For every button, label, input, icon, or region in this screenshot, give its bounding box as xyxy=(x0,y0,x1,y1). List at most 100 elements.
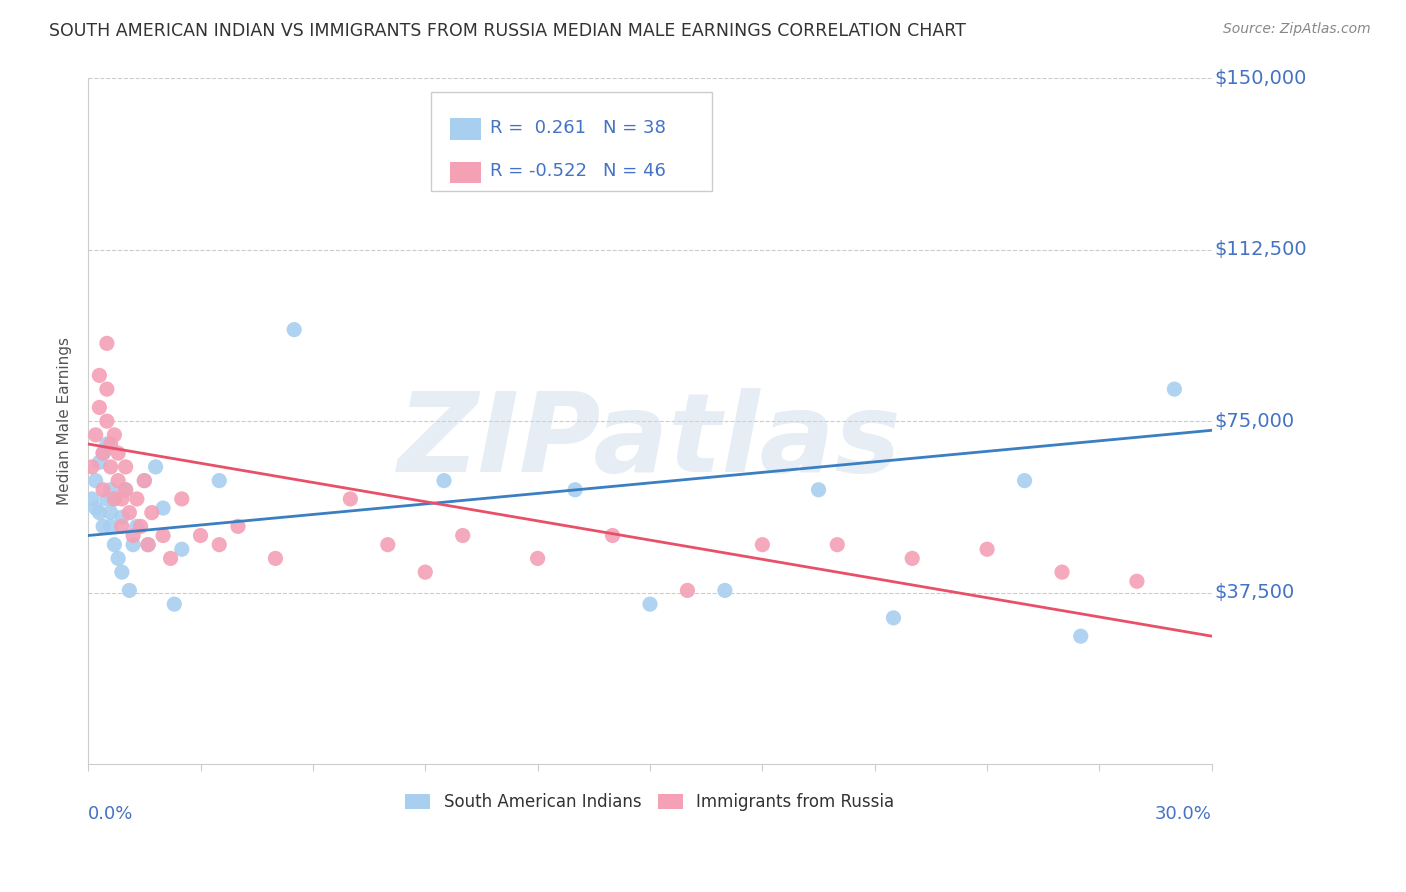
Point xyxy=(602,528,624,542)
Text: N = 46: N = 46 xyxy=(603,162,665,180)
Text: $112,500: $112,500 xyxy=(1215,240,1306,259)
Text: R =  0.261: R = 0.261 xyxy=(491,119,586,136)
Point xyxy=(103,538,125,552)
Point xyxy=(136,538,159,552)
Point xyxy=(134,474,156,488)
Point xyxy=(84,501,107,516)
Point xyxy=(96,414,118,428)
Point xyxy=(114,483,136,497)
Text: $150,000: $150,000 xyxy=(1215,69,1306,87)
Point xyxy=(170,491,193,506)
Point xyxy=(114,483,136,497)
Point xyxy=(96,437,118,451)
Point xyxy=(89,368,111,383)
Point xyxy=(122,528,145,542)
Point xyxy=(564,483,586,497)
Text: SOUTH AMERICAN INDIAN VS IMMIGRANTS FROM RUSSIA MEDIAN MALE EARNINGS CORRELATION: SOUTH AMERICAN INDIAN VS IMMIGRANTS FROM… xyxy=(49,22,966,40)
Point xyxy=(1126,574,1149,589)
Point xyxy=(827,538,849,552)
Text: Source: ZipAtlas.com: Source: ZipAtlas.com xyxy=(1223,22,1371,37)
Point xyxy=(107,474,129,488)
Point xyxy=(100,506,122,520)
Point xyxy=(882,611,904,625)
Point xyxy=(89,401,111,415)
Point xyxy=(136,538,159,552)
Point xyxy=(111,510,134,524)
Point xyxy=(84,474,107,488)
Point xyxy=(125,519,148,533)
Point xyxy=(111,565,134,579)
Point xyxy=(264,551,287,566)
Point xyxy=(118,583,141,598)
Text: R = -0.522: R = -0.522 xyxy=(491,162,588,180)
Text: ZIPatlas: ZIPatlas xyxy=(398,388,901,495)
Point xyxy=(141,506,163,520)
Point xyxy=(96,382,118,396)
Point xyxy=(107,446,129,460)
Y-axis label: Median Male Earnings: Median Male Earnings xyxy=(58,337,72,505)
Point xyxy=(96,336,118,351)
Point xyxy=(283,323,305,337)
Point xyxy=(111,519,134,533)
Point xyxy=(163,597,186,611)
Point xyxy=(676,583,699,598)
Point xyxy=(91,446,114,460)
Point xyxy=(129,519,152,533)
Point xyxy=(190,528,212,542)
Point xyxy=(339,491,361,506)
Legend: South American Indians, Immigrants from Russia: South American Indians, Immigrants from … xyxy=(399,787,901,818)
Point xyxy=(159,551,181,566)
Point xyxy=(1163,382,1185,396)
Text: $37,500: $37,500 xyxy=(1215,583,1295,602)
Point xyxy=(100,459,122,474)
Point xyxy=(226,519,249,533)
Point xyxy=(208,538,231,552)
Point xyxy=(80,491,103,506)
Text: 0.0%: 0.0% xyxy=(89,805,134,823)
Point xyxy=(807,483,830,497)
Point xyxy=(152,501,174,516)
Point xyxy=(103,491,125,506)
Text: 30.0%: 30.0% xyxy=(1154,805,1212,823)
Point xyxy=(114,459,136,474)
Point xyxy=(413,565,436,579)
Point xyxy=(89,455,111,469)
Point xyxy=(526,551,548,566)
Point xyxy=(125,491,148,506)
Point xyxy=(91,483,114,497)
FancyBboxPatch shape xyxy=(450,118,481,140)
Point xyxy=(976,542,998,557)
Point xyxy=(170,542,193,557)
Text: N = 38: N = 38 xyxy=(603,119,665,136)
Point xyxy=(1050,565,1073,579)
Point xyxy=(100,437,122,451)
Point xyxy=(377,538,399,552)
Point xyxy=(751,538,773,552)
Point xyxy=(118,506,141,520)
Point xyxy=(714,583,737,598)
Point xyxy=(122,538,145,552)
Point xyxy=(451,528,474,542)
Text: $75,000: $75,000 xyxy=(1215,411,1294,431)
Point xyxy=(1014,474,1036,488)
Point xyxy=(152,528,174,542)
Point xyxy=(84,428,107,442)
Point xyxy=(111,491,134,506)
Point xyxy=(134,474,156,488)
Point xyxy=(901,551,924,566)
Point xyxy=(103,428,125,442)
Point xyxy=(91,519,114,533)
Point xyxy=(91,446,114,460)
Point xyxy=(96,491,118,506)
Point xyxy=(89,506,111,520)
Point xyxy=(107,551,129,566)
FancyBboxPatch shape xyxy=(450,161,481,184)
Point xyxy=(208,474,231,488)
Point xyxy=(433,474,456,488)
FancyBboxPatch shape xyxy=(430,92,711,191)
Point xyxy=(100,519,122,533)
Point xyxy=(103,491,125,506)
Point xyxy=(100,483,122,497)
Point xyxy=(638,597,661,611)
Point xyxy=(80,459,103,474)
